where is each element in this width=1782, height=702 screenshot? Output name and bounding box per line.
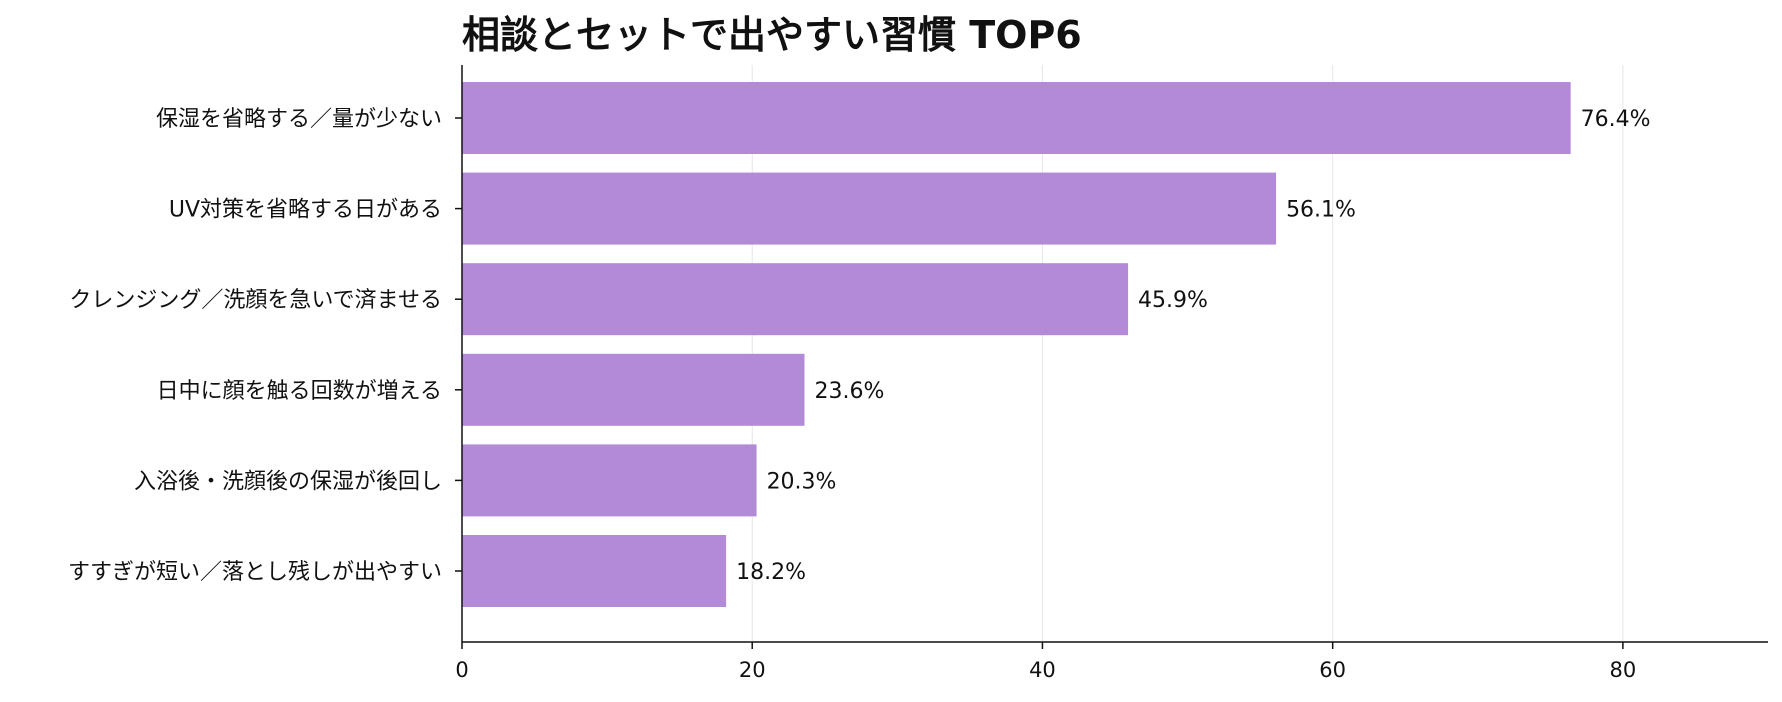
x-tick-label-4: 80 [1610,658,1637,682]
grid-lines [751,65,1624,642]
category-label-5: すすぎが短い／落とし残しが出やすい [68,560,442,585]
bar-3 [462,353,805,426]
x-axis: 0 20 40 60 80 [455,65,1768,682]
category-label-3: 日中に顔を触る回数が増える [157,379,442,404]
bar-0 [462,82,1571,154]
category-label-1: UV対策を省略する日がある [169,198,442,223]
bars [462,82,1571,607]
chart-title: 相談とセットで出やすい習慣 TOP6 [462,13,1082,57]
value-label-0: 76.4% [1581,107,1651,132]
bar-4 [462,444,757,517]
bar-5 [462,535,727,607]
category-label-0: 保湿を省略する／量が少ない [156,107,442,132]
value-label-4: 20.3% [767,469,837,494]
value-label-1: 56.1% [1286,198,1356,223]
x-tick-label-3: 60 [1319,658,1346,682]
value-label-3: 23.6% [814,379,884,404]
x-tick-label-1: 20 [739,658,766,682]
x-tick-label-0: 0 [455,658,468,682]
value-label-2: 45.9% [1138,288,1208,313]
category-labels: 保湿を省略する／量が少ない UV対策を省略する日があるクレンジング／洗顔を急いで済… [68,107,442,585]
x-tick-label-2: 40 [1029,658,1056,682]
bar-1 [462,172,1277,245]
bar-2 [462,263,1129,336]
category-label-2: クレンジング／洗顔を急いで済ませる [69,288,442,313]
category-label-4: 入浴後・洗顔後の保湿が後回し [134,469,442,494]
value-label-5: 18.2% [736,560,806,585]
value-labels: 76.4% 56.1% 45.9% 23.6% 20.3% 18.2% [736,107,1650,585]
